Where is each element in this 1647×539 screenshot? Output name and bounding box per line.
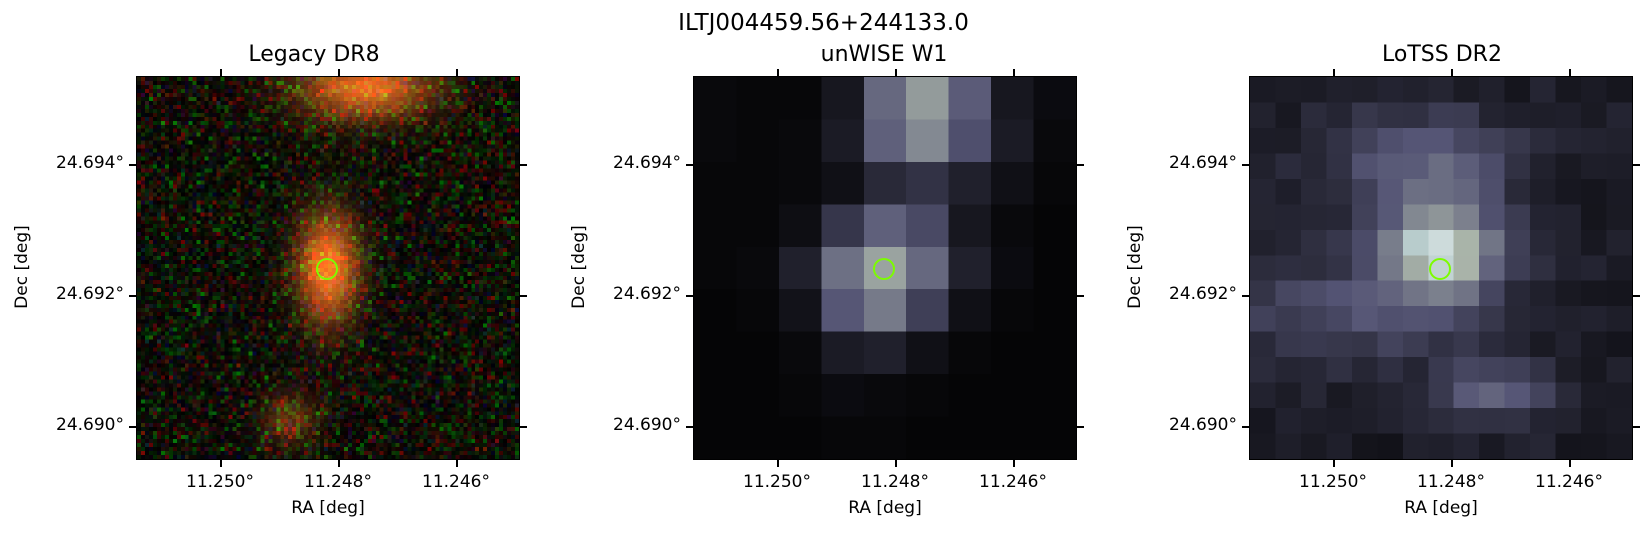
y-tick-mark-left — [129, 295, 136, 297]
y-tick-label: 24.694° — [1169, 153, 1237, 173]
x-tick-label: 11.248° — [1417, 472, 1485, 492]
x-tick-label: 11.248° — [861, 472, 929, 492]
x-tick-mark-bottom — [1333, 460, 1335, 467]
x-tick-mark-bottom — [220, 460, 222, 467]
x-tick-mark-top — [220, 69, 222, 76]
y-tick-mark-right — [1633, 295, 1640, 297]
x-tick-mark-top — [777, 69, 779, 76]
y-tick-mark-right — [520, 295, 527, 297]
x-tick-mark-bottom — [1451, 460, 1453, 467]
y-axis-label: Dec [deg] — [1125, 225, 1145, 309]
y-tick-mark-right — [1077, 164, 1084, 166]
x-axis-label: RA [deg] — [1404, 498, 1478, 518]
y-tick-label: 24.692° — [1169, 284, 1237, 304]
y-axis-label: Dec [deg] — [569, 225, 589, 309]
y-axis-label: Dec [deg] — [12, 225, 32, 309]
image-lotss-dr2 — [1249, 76, 1633, 460]
x-tick-label: 11.246° — [422, 472, 490, 492]
x-tick-mark-bottom — [1013, 460, 1015, 467]
panel-title: LoTSS DR2 — [1382, 42, 1502, 67]
y-tick-mark-right — [520, 426, 527, 428]
source-marker-circle — [1429, 258, 1451, 280]
y-tick-mark-left — [686, 164, 693, 166]
x-tick-mark-bottom — [895, 460, 897, 467]
y-tick-mark-left — [129, 426, 136, 428]
y-tick-label: 24.690° — [1169, 415, 1237, 435]
x-tick-label: 11.250° — [186, 472, 254, 492]
y-tick-mark-left — [1242, 426, 1249, 428]
y-tick-label: 24.690° — [613, 415, 681, 435]
panel-title: unWISE W1 — [820, 42, 948, 67]
x-tick-mark-top — [456, 69, 458, 76]
y-tick-mark-right — [1633, 426, 1640, 428]
x-tick-mark-bottom — [1569, 460, 1571, 467]
y-tick-label: 24.692° — [613, 284, 681, 304]
y-tick-mark-right — [520, 164, 527, 166]
x-tick-mark-top — [1569, 69, 1571, 76]
pixel-map — [694, 77, 1076, 459]
y-tick-label: 24.694° — [56, 153, 124, 173]
image-unwise-w1 — [693, 76, 1077, 460]
x-tick-mark-top — [895, 69, 897, 76]
source-marker-circle — [316, 258, 338, 280]
x-tick-mark-top — [338, 69, 340, 76]
y-tick-label: 24.690° — [56, 415, 124, 435]
y-tick-mark-left — [686, 295, 693, 297]
x-tick-label: 11.248° — [304, 472, 372, 492]
x-tick-mark-bottom — [777, 460, 779, 467]
x-tick-label: 11.250° — [743, 472, 811, 492]
source-marker-circle — [873, 258, 895, 280]
y-tick-mark-left — [1242, 164, 1249, 166]
y-tick-mark-right — [1077, 295, 1084, 297]
x-tick-mark-bottom — [456, 460, 458, 467]
figure-title: ILTJ004459.56+244133.0 — [678, 10, 969, 36]
x-tick-label: 11.246° — [1535, 472, 1603, 492]
x-tick-mark-top — [1333, 69, 1335, 76]
pixel-map — [1250, 77, 1632, 459]
y-tick-label: 24.694° — [613, 153, 681, 173]
x-tick-label: 11.250° — [1299, 472, 1367, 492]
x-axis-label: RA [deg] — [848, 498, 922, 518]
pixel-map — [137, 77, 519, 459]
y-tick-mark-right — [1633, 164, 1640, 166]
y-tick-mark-left — [129, 164, 136, 166]
y-tick-mark-left — [686, 426, 693, 428]
y-tick-mark-left — [1242, 295, 1249, 297]
x-tick-label: 11.246° — [979, 472, 1047, 492]
x-tick-mark-bottom — [338, 460, 340, 467]
x-tick-mark-top — [1013, 69, 1015, 76]
x-axis-label: RA [deg] — [291, 498, 365, 518]
panel-title: Legacy DR8 — [248, 42, 380, 67]
y-tick-mark-right — [1077, 426, 1084, 428]
x-tick-mark-top — [1451, 69, 1453, 76]
y-tick-label: 24.692° — [56, 284, 124, 304]
image-legacy-dr8 — [136, 76, 520, 460]
